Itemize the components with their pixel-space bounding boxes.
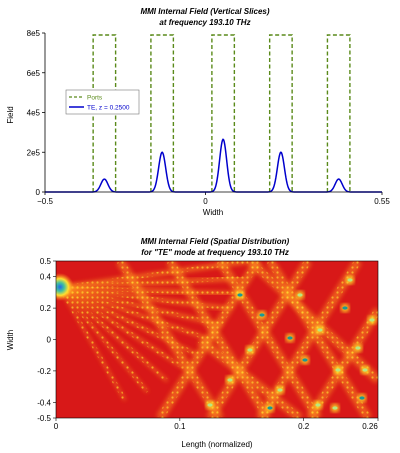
heatmap-ray-fringe xyxy=(58,286,127,402)
x-axis-label: Width xyxy=(203,208,223,217)
heatmap-x-tick-label: 0.26 xyxy=(362,422,378,431)
heatmap-hotspot-core xyxy=(332,406,338,410)
heatmap-title: MMI Internal Field (Spatial Distribution… xyxy=(141,237,290,246)
port-window xyxy=(268,34,293,192)
heatmap-y-tick-label: -0.2 xyxy=(37,367,51,376)
chart-title: MMI Internal Field (Vertical Slices) xyxy=(140,7,269,16)
heatmap-band-fringe xyxy=(247,261,378,383)
heatmap-hotspot-core xyxy=(237,293,243,297)
heatmap-ray-fringe xyxy=(59,285,238,296)
heatmap-band-fringe xyxy=(157,261,261,418)
heatmap-hotspot-core xyxy=(362,368,368,372)
heatmap-y-tick-label: 0.4 xyxy=(40,273,52,282)
y-axis-label: Field xyxy=(6,106,15,123)
spatial-distribution-chart: MMI Internal Field (Spatial Distribution… xyxy=(6,237,378,449)
heatmap-hotspot-core xyxy=(359,396,365,400)
heatmap-y-label: Width xyxy=(6,330,15,350)
heatmap-hotspot-core xyxy=(347,278,353,282)
heatmap-ray-fringe xyxy=(59,285,223,327)
port-window xyxy=(150,34,175,192)
x-tick-label: −0.5 xyxy=(37,197,53,206)
heatmap-y-ticks: 0.5 0.4 0.2 0 -0.2 -0.4 -0.5 xyxy=(37,257,56,423)
heatmap-ray-fringe xyxy=(59,261,249,290)
vertical-slices-chart: MMI Internal Field (Vertical Slices) at … xyxy=(6,7,390,217)
heatmap-ray-fringe xyxy=(59,285,212,342)
heatmap-hotspot-core xyxy=(342,306,348,310)
y-tick-label: 8e5 xyxy=(27,29,41,38)
legend: Ports TE, z = 0.2500 xyxy=(65,89,140,115)
heatmap-hotspot-core xyxy=(277,388,283,392)
heatmap-band-fringe xyxy=(307,308,378,418)
heatmap-band-fringe xyxy=(117,261,223,418)
x-tick-label: 0 xyxy=(203,197,208,206)
y-tick-label: 2e5 xyxy=(27,148,41,157)
heatmap-band-fringe xyxy=(197,337,303,418)
heatmap-hotspot-core xyxy=(302,358,308,362)
heatmap-hotspot-core xyxy=(369,318,375,322)
heatmap-ray-fringe xyxy=(58,286,186,370)
heatmap-y-tick-label: -0.4 xyxy=(37,398,51,407)
heatmap-spots xyxy=(205,275,377,413)
heatmap-x-tick-label: 0 xyxy=(54,422,59,431)
heatmap-hotspot-core xyxy=(259,313,265,317)
heatmap-x-tick-label: 0.2 xyxy=(298,422,310,431)
heatmap-y-tick-label: 0.5 xyxy=(40,257,52,266)
y-tick-label: 6e5 xyxy=(27,69,41,78)
heatmap-subtitle: for "TE" mode at frequency 193.10 THz xyxy=(141,248,289,257)
y-tick-label: 0 xyxy=(36,188,41,197)
legend-box xyxy=(65,89,140,115)
chart-subtitle: at frequency 193.10 THz xyxy=(159,18,250,27)
source-spot xyxy=(56,273,74,301)
x-tick-label: 0.55 xyxy=(374,197,390,206)
heatmap-field xyxy=(56,261,378,418)
heatmap-band-fringe xyxy=(267,261,371,418)
legend-ports-label: Ports xyxy=(87,95,103,102)
heatmap-hotspot-core xyxy=(207,403,213,407)
heatmap-hotspot-core xyxy=(335,368,341,372)
heatmap-x-label: Length (normalized) xyxy=(181,440,252,449)
heatmap-hotspot-core xyxy=(355,346,361,350)
heatmap-ray-fringe xyxy=(59,276,244,290)
y-axis-ticks: 0 2e5 4e5 6e5 8e5 xyxy=(27,29,45,197)
heatmap-hotspot-core xyxy=(247,348,253,352)
port-window xyxy=(211,34,236,192)
heatmap-hotspot-core xyxy=(227,378,233,382)
legend-te-label: TE, z = 0.2500 xyxy=(87,105,130,112)
heatmap-rays xyxy=(58,261,378,418)
heatmap-ray-fringe xyxy=(58,286,169,383)
heatmap-y-tick-label: 0 xyxy=(47,336,52,345)
heatmap-hotspot-core xyxy=(315,403,321,407)
heatmap-y-tick-label: -0.5 xyxy=(37,414,51,423)
heatmap-band-fringe xyxy=(217,261,321,418)
heatmap-band-fringe xyxy=(167,261,271,418)
x-axis-ticks: −0.5 0 0.55 xyxy=(37,192,390,206)
heatmap-y-tick-label: 0.2 xyxy=(40,304,52,313)
y-tick-label: 4e5 xyxy=(27,109,41,118)
heatmap-hotspot-core xyxy=(267,406,273,410)
heatmap-x-ticks: 0 0.1 0.2 0.26 xyxy=(54,418,378,431)
te-field-line xyxy=(45,138,382,193)
heatmap-hotspot-core xyxy=(297,293,303,297)
port-window xyxy=(326,34,351,192)
heatmap-x-tick-label: 0.1 xyxy=(174,422,186,431)
heatmap-band-fringe xyxy=(207,261,311,418)
heatmap-hotspot-core xyxy=(287,336,293,340)
heatmap-ray-fringe xyxy=(58,286,149,394)
heatmap-hotspot-core xyxy=(317,328,323,332)
